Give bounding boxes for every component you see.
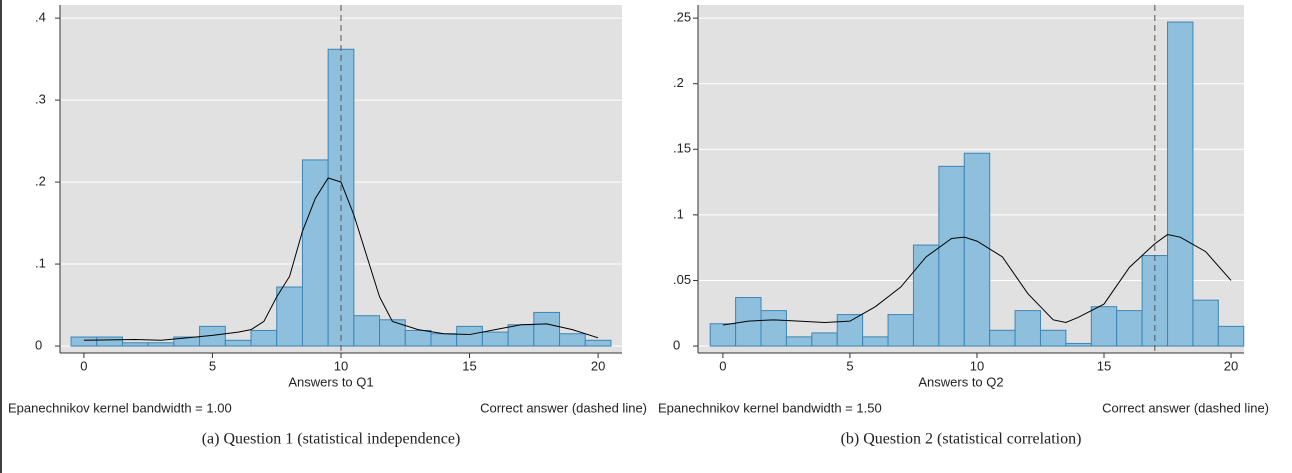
bar [147, 342, 175, 347]
bar [963, 152, 991, 347]
x-tick-label: 5 [209, 358, 216, 373]
x-tick-label: 0 [719, 358, 726, 373]
bar [836, 314, 864, 347]
x-axis-label: Answers to Q1 [288, 374, 373, 389]
y-tick-label: 0 [673, 337, 680, 352]
x-axis-label: Answers to Q2 [918, 374, 1003, 389]
y-tick-label: .3 [35, 92, 46, 107]
density-line [83, 177, 599, 341]
x-tick-label: 10 [334, 358, 348, 373]
figure-caption: (a) Question 1 (statistical independence… [202, 431, 461, 448]
y-tick-label: .2 [673, 75, 684, 90]
bar [1039, 329, 1067, 347]
bar [353, 315, 381, 347]
bar [862, 336, 889, 347]
bar [276, 286, 303, 347]
bar [121, 342, 149, 347]
y-tick-label: .25 [673, 10, 691, 25]
bar [735, 297, 762, 347]
bar [224, 339, 252, 347]
x-tick-label: 20 [591, 358, 605, 373]
bar [70, 336, 98, 347]
bar [1217, 325, 1245, 347]
bar [301, 159, 329, 347]
bar [912, 244, 940, 347]
note-right: Correct answer (dashed line) [480, 400, 647, 415]
y-tick-label: 0 [35, 337, 42, 352]
note-right: Correct answer (dashed line) [1102, 400, 1269, 415]
y-tick-label: .4 [35, 10, 46, 25]
y-tick-label: .05 [673, 272, 691, 287]
bar [96, 336, 123, 347]
bar [559, 333, 586, 347]
bar [1014, 310, 1041, 347]
bar [379, 319, 406, 347]
bar [481, 331, 509, 347]
figure-caption: (b) Question 2 (statistical correlation) [841, 431, 1082, 448]
bar [1167, 21, 1194, 347]
bar [887, 314, 914, 347]
bar [533, 311, 561, 347]
density-line [722, 234, 1232, 326]
y-tick-label: .15 [673, 141, 691, 156]
bar [785, 336, 813, 347]
bar [404, 329, 432, 347]
x-tick-label: 5 [846, 358, 853, 373]
y-tick-label: .1 [35, 255, 46, 270]
x-tick-label: 0 [80, 358, 87, 373]
x-tick-label: 15 [462, 358, 476, 373]
bar [507, 324, 535, 347]
bar [760, 310, 787, 347]
bar [1090, 306, 1118, 347]
bar [938, 165, 965, 347]
note-left: Epanechnikov kernel bandwidth = 1.00 [8, 400, 232, 415]
x-tick-label: 15 [1097, 358, 1111, 373]
y-tick-label: .2 [35, 174, 46, 189]
bar [456, 325, 483, 347]
bar [1116, 310, 1143, 347]
x-tick-label: 20 [1224, 358, 1238, 373]
bar [1065, 342, 1092, 347]
bar [989, 329, 1016, 347]
note-left: Epanechnikov kernel bandwidth = 1.50 [658, 400, 882, 415]
x-tick-label: 10 [970, 358, 984, 373]
bar [709, 323, 737, 347]
bar [430, 333, 458, 347]
y-tick-label: .1 [673, 206, 684, 221]
bar [811, 332, 838, 347]
bar [250, 329, 278, 347]
bar [584, 339, 612, 347]
bar [1192, 299, 1219, 347]
